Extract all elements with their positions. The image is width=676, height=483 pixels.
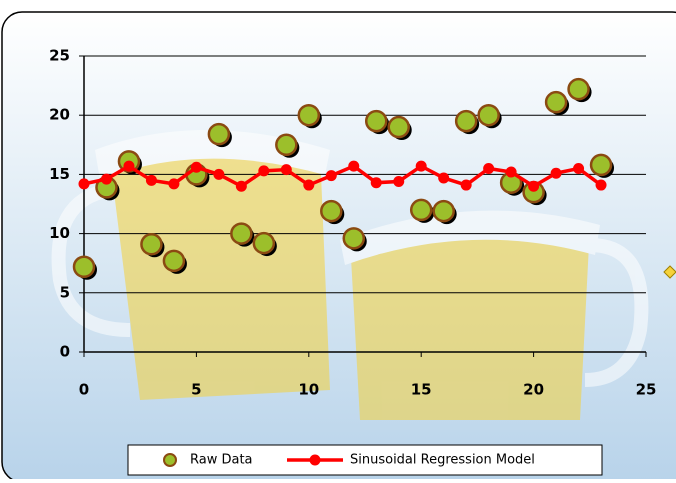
chart: 0 5 10 15 20 25 0 5 10 15 20 25 Raw Data Sinusoidal R…: [0, 0, 676, 479]
x-tick-label: 10: [298, 381, 319, 399]
point: [411, 200, 431, 220]
line-marker: [191, 162, 202, 173]
line-marker: [258, 165, 269, 176]
line-marker: [146, 175, 157, 186]
point: [209, 124, 229, 144]
point: [321, 201, 341, 221]
x-tick-label: 20: [523, 381, 544, 399]
y-tick-label: 10: [49, 224, 70, 242]
line-marker: [416, 161, 427, 172]
point: [254, 233, 274, 253]
line-marker: [461, 180, 472, 191]
line-marker: [506, 167, 517, 178]
point: [74, 257, 94, 277]
x-tick-label: 0: [79, 381, 89, 399]
line-marker: [213, 169, 224, 180]
line-marker: [573, 163, 584, 174]
point: [231, 224, 251, 244]
line-marker: [551, 168, 562, 179]
line-marker: [303, 180, 314, 191]
point: [366, 111, 386, 131]
y-tick-label: 25: [49, 47, 70, 65]
point: [299, 105, 319, 125]
y-tick-label: 15: [49, 165, 70, 183]
line-marker: [326, 170, 337, 181]
line-marker: [393, 176, 404, 187]
x-tick-label: 15: [411, 381, 432, 399]
legend-label: Raw Data: [190, 453, 253, 468]
line-marker: [101, 174, 112, 185]
point: [276, 135, 296, 155]
point: [389, 117, 409, 137]
line-marker: [281, 164, 292, 175]
legend-marker: [164, 454, 176, 466]
point: [479, 105, 499, 125]
point: [164, 251, 184, 271]
y-tick-label: 20: [49, 106, 70, 124]
line-marker: [596, 180, 607, 191]
line-marker: [483, 163, 494, 174]
line-marker: [438, 172, 449, 183]
line-marker: [79, 178, 90, 189]
point: [141, 234, 161, 254]
line-marker: [371, 177, 382, 188]
x-tick-label: 25: [636, 381, 657, 399]
line-marker: [528, 181, 539, 192]
point: [546, 92, 566, 112]
legend-marker: [310, 455, 321, 466]
x-tick-label: 5: [191, 381, 201, 399]
y-tick-label: 0: [60, 343, 70, 361]
line-marker: [168, 178, 179, 189]
point: [344, 228, 364, 248]
point: [456, 111, 476, 131]
line-marker: [123, 161, 134, 172]
legend-label: Sinusoidal Regression Model: [350, 453, 535, 468]
point: [434, 201, 454, 221]
line-marker: [348, 161, 359, 172]
line-marker: [236, 181, 247, 192]
y-tick-label: 5: [60, 283, 70, 301]
point: [591, 155, 611, 175]
point: [569, 79, 589, 99]
